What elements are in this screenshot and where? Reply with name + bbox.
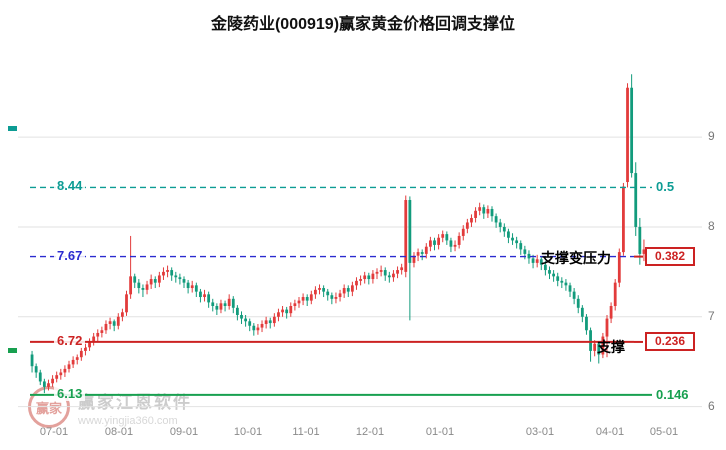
support-price-label: 8.44	[54, 178, 86, 194]
y-axis-label: 7	[708, 308, 715, 323]
chart-annotation: 支撑	[597, 339, 625, 355]
y-axis-label: 8	[708, 218, 715, 233]
x-axis-label: 04-01	[595, 426, 625, 438]
x-axis-label: 03-01	[525, 426, 555, 438]
x-axis-label: 01-01	[425, 426, 455, 438]
fib-ratio-badge: 0.382	[645, 246, 696, 266]
support-price-label: 7.67	[54, 247, 86, 263]
x-axis-label: 12-01	[355, 426, 385, 438]
y-axis-label: 9	[708, 129, 715, 144]
fib-ratio-badge: 0.236	[645, 331, 696, 351]
support-price-label: 6.13	[54, 385, 86, 401]
chart-title: 金陵药业(000919)赢家黄金价格回调支撑位	[210, 16, 516, 33]
x-axis-label: 09-01	[169, 426, 199, 438]
x-axis-label: 11-01	[292, 426, 320, 438]
x-axis-label: 08-01	[104, 426, 134, 438]
x-axis-label: 05-01	[649, 426, 679, 438]
y-axis-label: 6	[708, 398, 715, 413]
x-axis-label: 10-01	[233, 426, 263, 438]
brand-logo-text: 赢家	[35, 400, 62, 416]
chart-annotation: 支撑变压力	[541, 250, 611, 266]
support-price-label: 6.72	[54, 332, 86, 348]
watermark-url: www.yingjia360.com	[78, 414, 178, 427]
x-axis-label: 07-01	[39, 426, 69, 438]
fib-ratio-badge: 0.146	[656, 386, 689, 402]
fib-ratio-badge: 0.5	[656, 179, 675, 195]
